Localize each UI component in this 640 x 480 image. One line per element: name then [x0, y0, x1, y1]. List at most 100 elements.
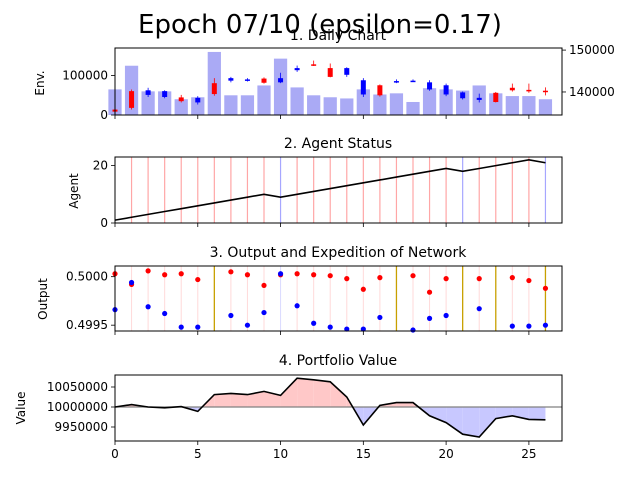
output-point — [360, 326, 366, 332]
candle-body — [493, 92, 499, 103]
volume-bar — [307, 95, 321, 115]
value-fill — [264, 391, 281, 407]
value-fill — [214, 393, 231, 407]
output-point — [178, 324, 184, 330]
daily-chart-ylabel: Env. — [33, 70, 47, 95]
volume-bar — [224, 95, 238, 115]
candle-body — [294, 68, 300, 71]
output-point — [542, 285, 549, 291]
value-fill — [330, 381, 347, 407]
portfolio-value-title: 4. Portfolio Value — [279, 353, 397, 369]
output-point — [162, 272, 168, 278]
volume-bar — [340, 98, 354, 115]
value-fill — [462, 407, 480, 437]
volume-bar — [323, 97, 337, 115]
output-point — [426, 315, 433, 321]
candle-body — [393, 81, 399, 83]
candle-body — [129, 91, 135, 108]
output-point — [360, 286, 366, 292]
volume-bar — [356, 89, 370, 115]
y-tick-label: 10050000 — [47, 380, 108, 394]
volume-bar — [389, 93, 404, 115]
volume-bar — [257, 85, 271, 115]
y-tick-label: 20 — [93, 159, 108, 173]
volume-bar — [240, 95, 255, 115]
volume-bar — [191, 97, 205, 115]
output-point — [526, 277, 532, 284]
volume-bar — [373, 94, 387, 115]
output-point — [377, 314, 383, 321]
network-output-panel: 0.4995 0.5000 — [66, 265, 563, 335]
volume-bar — [174, 99, 188, 115]
output-point — [476, 276, 482, 282]
candle-body — [162, 91, 168, 97]
value-fill — [297, 378, 314, 407]
candle-body — [178, 97, 184, 102]
volume-bar — [522, 96, 536, 115]
value-fill — [247, 391, 264, 407]
output-point — [261, 309, 267, 316]
y-tick-label: 0.4995 — [66, 318, 108, 332]
output-point — [542, 322, 549, 328]
output-point — [410, 273, 416, 279]
output-point — [509, 275, 515, 281]
volume-bar — [273, 58, 288, 115]
volume-bar — [158, 91, 172, 115]
value-fill — [396, 402, 413, 407]
output-point — [311, 320, 317, 326]
output-point — [377, 275, 383, 281]
x-tick-label: 5 — [194, 447, 202, 461]
y-tick-label: 0.5000 — [66, 270, 108, 284]
candle-body — [542, 90, 548, 93]
portfolio-value-ylabel: Value — [14, 392, 28, 425]
candle-body — [410, 80, 416, 83]
portfolio-value-panel: 0 5 10 15 20 25 9950000 10000000 10050000 — [47, 374, 563, 461]
output-point — [294, 271, 300, 277]
candle-body — [360, 80, 366, 95]
agent-status-ylabel: Agent — [67, 173, 81, 209]
output-point — [277, 271, 284, 277]
x-tick-label: 0 — [111, 447, 119, 461]
candle-body — [344, 68, 350, 75]
plot-frame — [114, 156, 563, 224]
value-fill — [446, 407, 463, 435]
daily-chart-panel: 0 100000 140000 150000 — [62, 43, 615, 122]
x-tick-label: 15 — [356, 447, 371, 461]
network-output-title: 3. Output and Expedition of Network — [210, 245, 468, 261]
candle-body — [443, 85, 449, 95]
volume-bar — [406, 101, 420, 115]
y-tick-label: 10000000 — [47, 400, 108, 414]
output-point — [476, 306, 482, 312]
volume-bar — [290, 87, 304, 115]
y-tick-label: 0 — [100, 216, 108, 230]
output-point — [410, 327, 416, 333]
candle-body — [327, 68, 333, 77]
output-point — [344, 326, 350, 332]
y-tick-label: 9950000 — [55, 420, 108, 434]
value-fill — [429, 407, 447, 423]
network-output-ylabel: Output — [36, 278, 50, 320]
y-tick-label: 100000 — [62, 69, 108, 83]
agent-status-line — [114, 159, 546, 221]
y2-tick-label: 150000 — [569, 43, 615, 57]
agent-status-panel: 0 20 — [93, 156, 563, 230]
y2-tick-label: 140000 — [569, 85, 615, 99]
candle-body — [427, 82, 433, 90]
x-tick-label: 25 — [521, 447, 536, 461]
volume-bar — [505, 96, 519, 115]
candle-body — [261, 78, 267, 83]
output-point — [145, 268, 151, 274]
agent-status-title: 2. Agent Status — [284, 136, 392, 152]
output-point — [294, 303, 300, 309]
output-point — [228, 312, 234, 319]
output-point — [195, 276, 201, 283]
output-point — [327, 273, 333, 279]
output-point — [228, 269, 234, 275]
output-point — [344, 276, 350, 282]
volume-bar — [456, 90, 470, 115]
y-tick-label: 0 — [100, 108, 108, 122]
output-point — [162, 310, 168, 317]
plot-frame — [114, 374, 563, 442]
x-tick-label: 10 — [273, 447, 288, 461]
